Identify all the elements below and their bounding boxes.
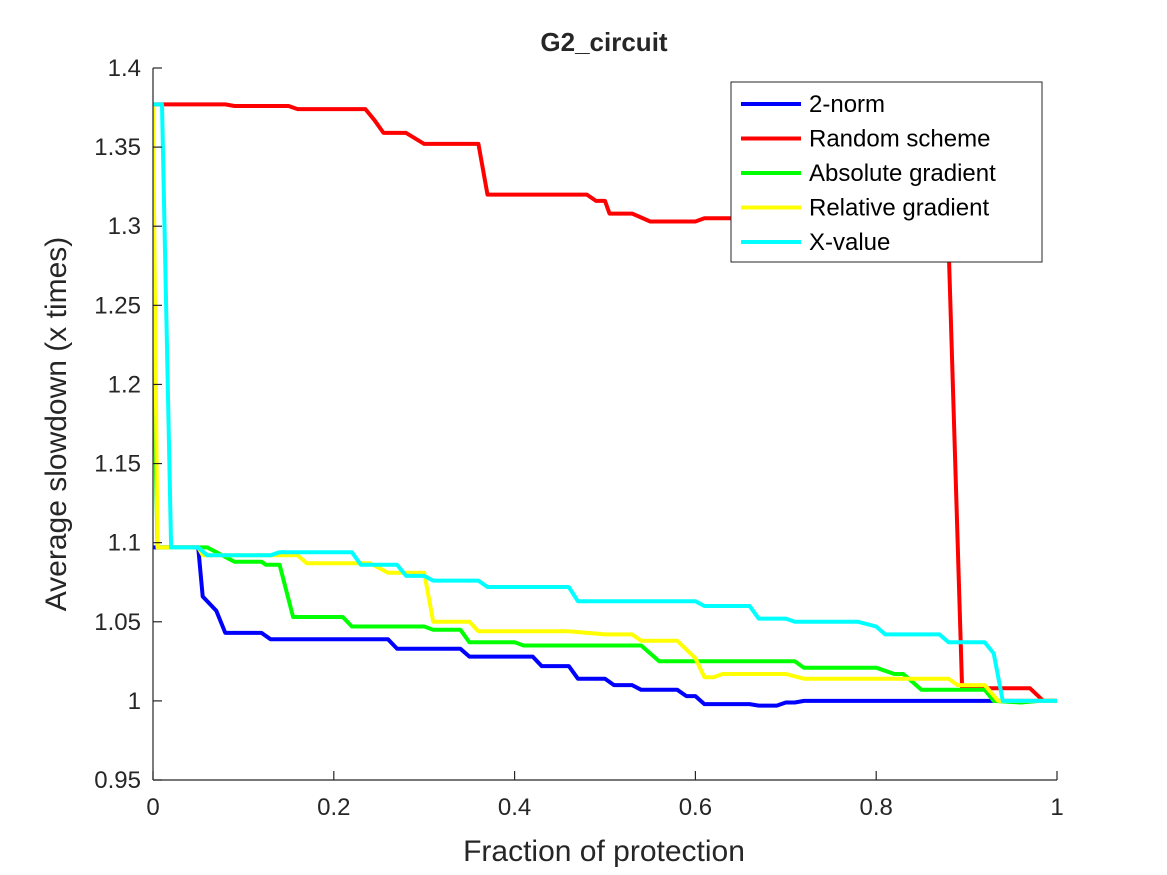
legend-label: Relative gradient <box>809 195 989 222</box>
legend-label: Random scheme <box>809 126 990 153</box>
y-tick-label: 1.15 <box>94 451 141 478</box>
x-tick-label: 1 <box>1050 794 1063 821</box>
series-line-2-norm <box>153 545 1057 708</box>
y-ticks: 0.95 1 1.05 1.1 1.15 1.2 1.25 1.3 1.35 1.4 <box>94 55 162 794</box>
y-tick-label: 0.95 <box>94 767 141 794</box>
y-tick-label: 1.35 <box>94 134 141 161</box>
x-tick-label: 0 <box>146 794 159 821</box>
x-ticks: 0 0.2 0.4 0.6 0.8 1 <box>146 771 1064 821</box>
y-tick-label: 1.25 <box>94 292 141 319</box>
y-tick-label: 1.2 <box>108 371 141 398</box>
x-axis-label: Fraction of protection <box>463 835 745 868</box>
y-tick-label: 1.4 <box>108 55 141 82</box>
x-tick-label: 0.8 <box>860 794 893 821</box>
series-line-x-value <box>153 102 1057 703</box>
legend-label: X-value <box>809 229 890 256</box>
x-tick-label: 0.4 <box>498 794 531 821</box>
legend: 2-norm Random scheme Absolute gradient Rela… <box>730 81 1043 263</box>
y-tick-label: 1.05 <box>94 609 141 636</box>
axes <box>152 68 1057 781</box>
y-tick-label: 1 <box>128 688 141 715</box>
series-group <box>153 102 1057 708</box>
y-tick-label: 1.3 <box>108 213 141 240</box>
y-tick-label: 1.1 <box>108 530 141 557</box>
series-line-relative-gradient <box>153 105 1057 703</box>
series-line-absolute-gradient <box>153 319 1057 705</box>
chart-title: G2_circuit <box>540 27 668 57</box>
legend-label: 2-norm <box>809 91 885 118</box>
legend-label: Absolute gradient <box>809 160 996 187</box>
x-tick-label: 0.2 <box>317 794 350 821</box>
y-axis-label: Average slowdown (x times) <box>40 237 73 612</box>
x-tick-label: 0.6 <box>679 794 712 821</box>
